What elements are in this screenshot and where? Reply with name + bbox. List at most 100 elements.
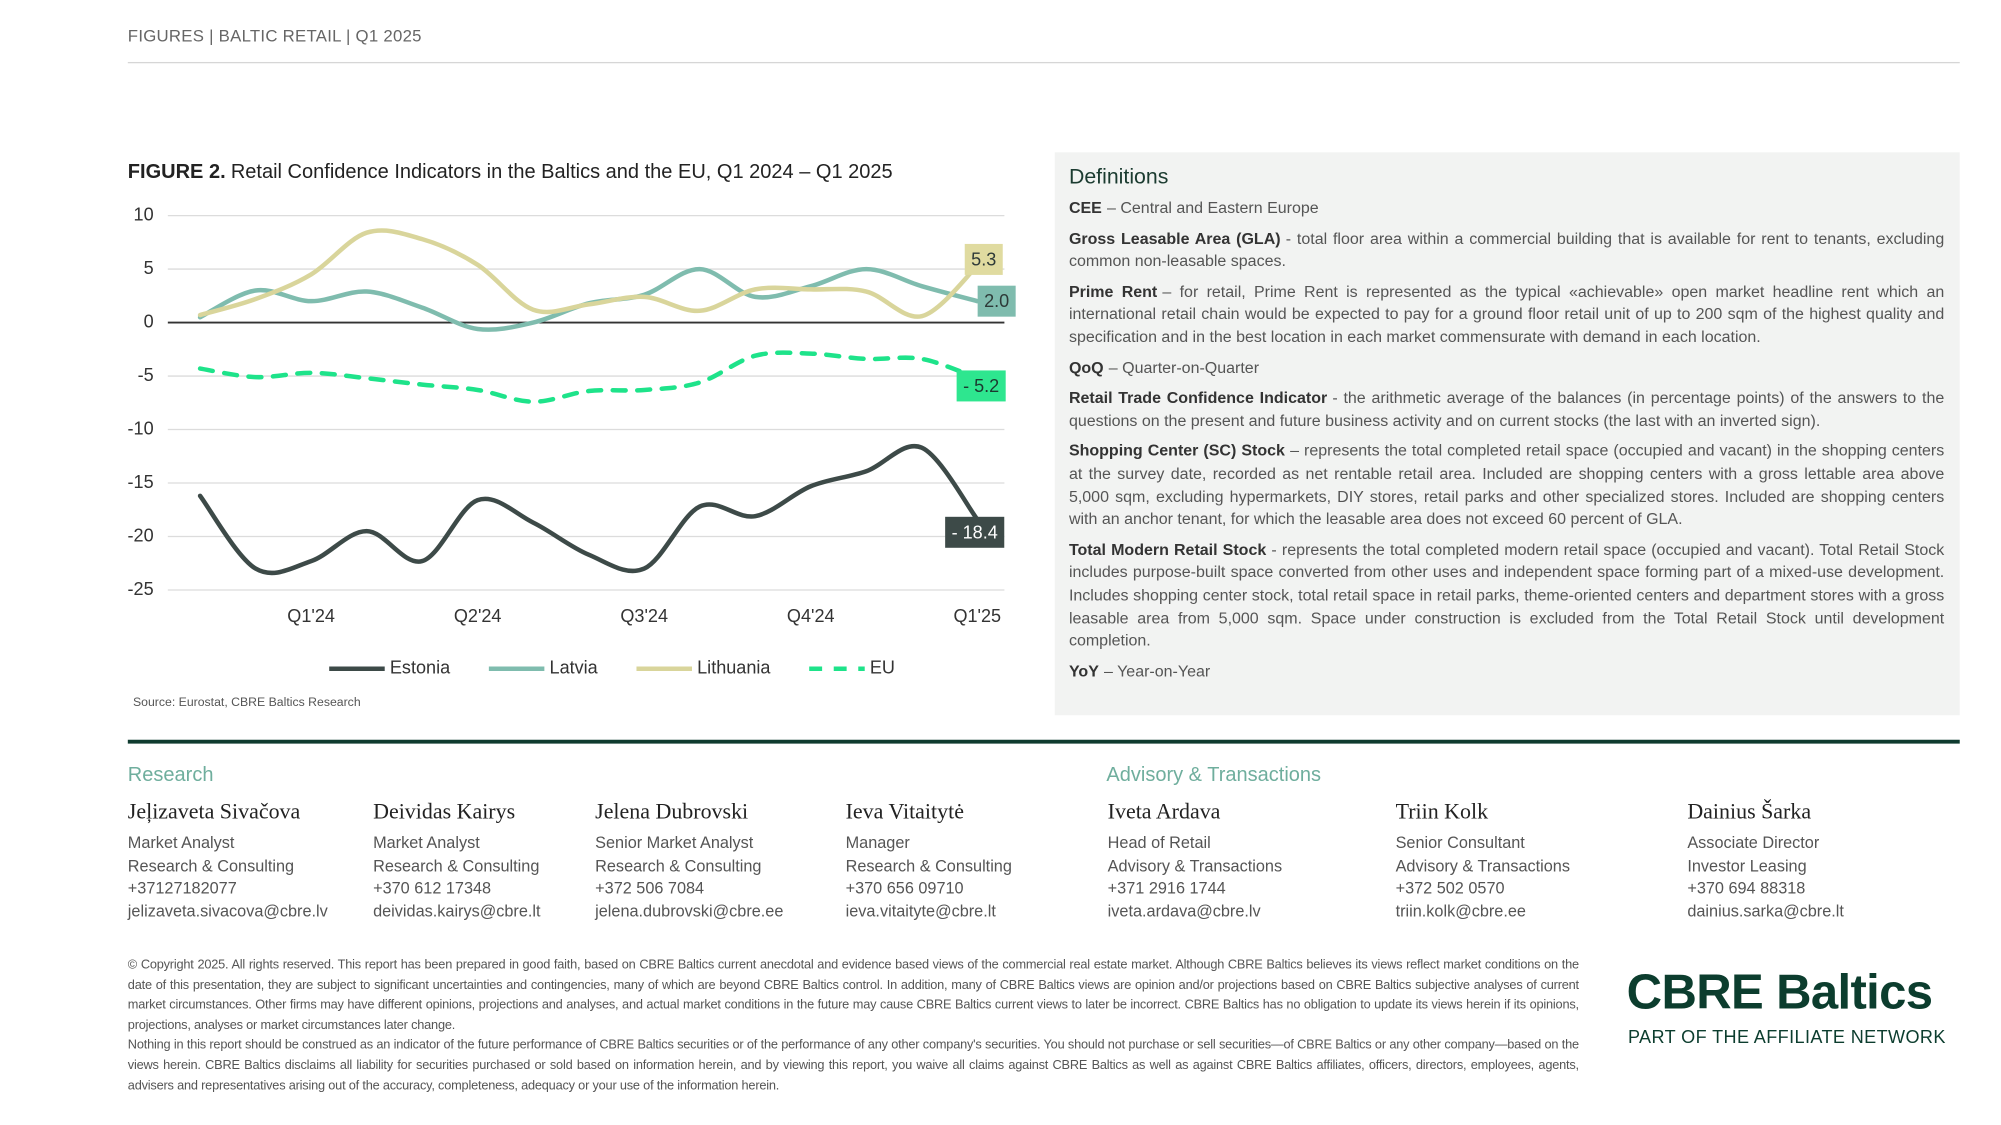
x-tick-label: Q2'24 [454,606,502,626]
contact: Deividas Kairys Market Analyst Research & … [373,800,540,923]
value-label: - 18.4 [945,516,1005,548]
definition-term: Retail Trade Confidence Indicator [1068,388,1328,407]
contact-dept: Research & Consulting [845,856,1012,876]
contact-phone: +372 502 0570 [1395,879,1505,898]
definition: CEE – Central and Eastern Europe [1069,198,1944,221]
series-line [197,350,980,404]
contact-email: jelizaveta.sivacova@cbre.lv [127,901,328,920]
contact-name: Deividas Kairys [373,799,516,824]
definition-text: – Central and Eastern Europe [1107,198,1319,217]
series-line [197,228,980,319]
contact-phone: +372 506 7084 [595,879,705,898]
definitions-title: Definitions [1068,165,1169,189]
disclaimer-paragraph: © Copyright 2025. All rights reserved. T… [127,957,1579,1033]
contact-name: Iveta Ardava [1107,799,1221,824]
value-label: 5.3 [964,243,1003,275]
contact-phone: +370 694 88318 [1687,879,1806,898]
series-line [197,443,980,576]
value-label-box [977,285,1016,317]
contact-dept: Research & Consulting [127,856,295,876]
value-label-text: 2.0 [984,291,1009,311]
contact-dept: Investor Leasing [1687,856,1807,876]
contact-name: Jelena Dubrovski [595,799,749,824]
definition: Gross Leasable Area (GLA) - total floor a… [1069,228,1944,273]
contact-dept: Research & Consulting [595,856,762,876]
contact-email: jelena.dubrovski@cbre.ee [595,901,784,920]
value-label-box [964,243,1003,275]
definition: YoY – Year-on-Year [1069,661,1944,684]
value-label-box [956,370,1006,402]
value-label-text: - 5.2 [963,376,999,396]
definition-term: CEE [1068,198,1102,217]
definition-text: – represents the total completed retail … [1068,441,1945,529]
contact-email: deividas.kairys@cbre.lt [373,901,541,920]
contact: Jelena Dubrovski Senior Market Analyst Res… [595,800,783,923]
contact: Triin Kolk Senior Consultant Advisory & Tr… [1396,800,1570,923]
definition-text: – Year-on-Year [1104,661,1211,680]
definition-text: – Quarter-on-Quarter [1108,358,1260,377]
value-label-text: 5.3 [971,249,996,269]
contact-phone: +37127182077 [127,879,237,898]
x-tick-label: Q1'24 [287,606,335,626]
contact-dept: Advisory & Transactions [1395,856,1570,876]
definitions-panel: Definitions CEE – Central and Eastern Eur… [1054,152,1960,716]
logo: CBRE Baltics [1626,965,1933,1020]
contact-group: Research [127,764,214,787]
y-tick-label: -15 [128,472,154,492]
contact: Iveta Ardava Head of Retail Advisory & Tra… [1108,800,1282,923]
contact-name: Dainius Šarka [1687,799,1812,824]
divider [127,739,1960,744]
series-line [197,266,980,332]
contact-role: Head of Retail [1107,834,1211,853]
value-label: - 5.2 [956,370,1006,402]
contact-role: Market Analyst [373,834,480,853]
chart: 10 5 0 -5 -10 -15 -20 -25 Q1'24 Q2'24 Q3'24 Q4'24 Q1… [128,204,1016,678]
contact-email: triin.kolk@cbre.ee [1395,901,1526,920]
definition-text: - represents the total completed modern … [1068,540,1945,650]
contact: Ieva Vitaitytė Manager Research & Consulti… [846,800,1012,923]
x-tick-label: Q3'24 [620,606,668,626]
x-tick-label: Q4'24 [787,606,835,626]
contact-phone: +370 656 09710 [845,879,964,898]
y-tick-label: -5 [138,365,154,385]
definition: Total Modern Retail Stock - represents th… [1069,539,1944,653]
contact-dept: Research & Consulting [373,856,540,876]
contact-role: Associate Director [1687,834,1820,853]
y-tick-label: -20 [128,525,154,545]
definition: QoQ – Quarter-on-Quarter [1069,357,1944,380]
header: FIGURES | BALTIC RETAIL | Q1 2025 [127,25,422,46]
definition: Shopping Center (SC) Stock – represents t… [1069,441,1944,532]
contact-role: Senior Consultant [1395,834,1525,853]
contact-role: Senior Market Analyst [595,834,754,853]
logo-tagline: PART OF THE AFFILIATE NETWORK [1627,1026,1946,1048]
y-tick-label: 0 [144,311,154,331]
y-tick-label: -25 [128,579,154,599]
value-label-box [945,516,1005,548]
contact: Dainius Šarka Associate Director Investor … [1687,800,1844,923]
title-text: Retail Confidence Indicators in the Balt… [230,161,893,184]
disclaimer-paragraph: Nothing in this report should be constru… [127,1038,1579,1093]
contact: Jeļizaveta Sivačova Market Analyst Researc… [128,800,328,923]
contact-email: ieva.vitaityte@cbre.lt [845,901,996,920]
figure-label: FIGURE 2. [127,161,226,184]
contact-role: Market Analyst [127,834,235,853]
definition-text: – for retail, Prime Rent is represented … [1068,282,1945,346]
contact-dept: Advisory & Transactions [1107,856,1283,876]
chart-source: Source: Eurostat, CBRE Baltics Research [132,695,361,711]
contact-name: Ieva Vitaitytė [845,799,964,824]
legend-label: Latvia [550,658,599,678]
legend-label: Lithuania [697,658,771,678]
contact-email: iveta.ardava@cbre.lv [1107,901,1261,920]
chart-title: FIGURE 2. Retail Confidence Indicators in… [128,161,893,184]
legend-label: Estonia [390,658,451,678]
contact-name: Jeļizaveta Sivačova [127,799,301,824]
disclaimer: © Copyright 2025. All rights reserved. T… [128,955,1579,1096]
contact-email: dainius.sarka@cbre.lt [1687,901,1844,920]
contact-phone: +370 612 17348 [373,879,492,898]
header-rule [127,61,1960,64]
definition-term: QoQ [1068,358,1104,377]
definition-text: - the arithmetic average of the balances… [1068,388,1945,430]
contact-phone: +371 2916 1744 [1107,879,1226,898]
